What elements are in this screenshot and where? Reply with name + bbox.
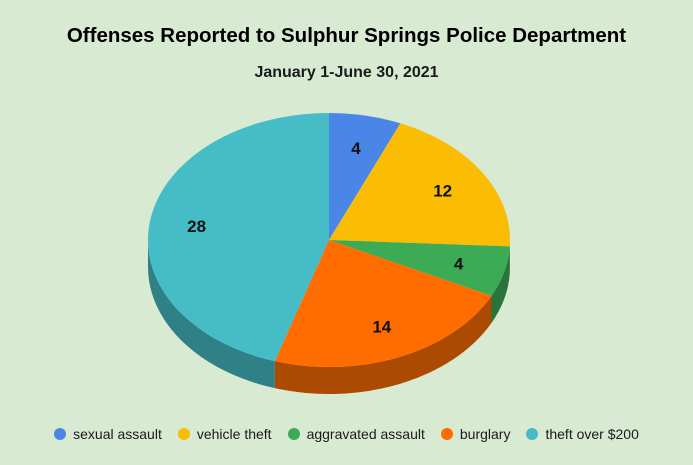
pie-slice-4 xyxy=(148,113,329,362)
slice-value-label: 4 xyxy=(454,255,464,274)
legend-item: burglary xyxy=(440,426,511,442)
legend-item: aggravated assault xyxy=(287,426,425,442)
legend-marker xyxy=(177,428,190,440)
legend-marker xyxy=(287,428,300,440)
legend: sexual assault vehicle theft aggravated as… xyxy=(0,426,693,442)
legend-marker xyxy=(440,428,453,440)
legend-label: sexual assault xyxy=(73,426,162,442)
slice-value-label: 28 xyxy=(187,217,206,236)
chart-title: Offenses Reported to Sulphur Springs Pol… xyxy=(66,24,627,47)
legend-item: sexual assault xyxy=(54,426,162,442)
pie-slice-3 xyxy=(274,240,492,368)
legend-label: burglary xyxy=(459,426,511,442)
pie-side-2 xyxy=(491,246,510,323)
pie-side-3 xyxy=(274,295,492,394)
legend-label: theft over $200 xyxy=(545,426,639,442)
slice-value-label: 14 xyxy=(372,317,391,336)
pie-slice-1 xyxy=(329,123,511,247)
legend-marker xyxy=(526,428,539,440)
legend-label: vehicle theft xyxy=(196,426,272,442)
pie-slice-0 xyxy=(329,113,401,240)
legend-marker xyxy=(54,428,67,440)
pie-slice-2 xyxy=(329,240,510,296)
chart-subtitle: January 1-June 30, 2021 xyxy=(254,64,439,81)
legend-item: vehicle theft xyxy=(177,426,272,442)
slice-value-label: 4 xyxy=(351,139,361,158)
legend-item: theft over $200 xyxy=(526,426,639,442)
legend-label: aggravated assault xyxy=(306,426,425,442)
pie-side-4 xyxy=(148,240,275,389)
slice-value-label: 12 xyxy=(433,181,452,200)
